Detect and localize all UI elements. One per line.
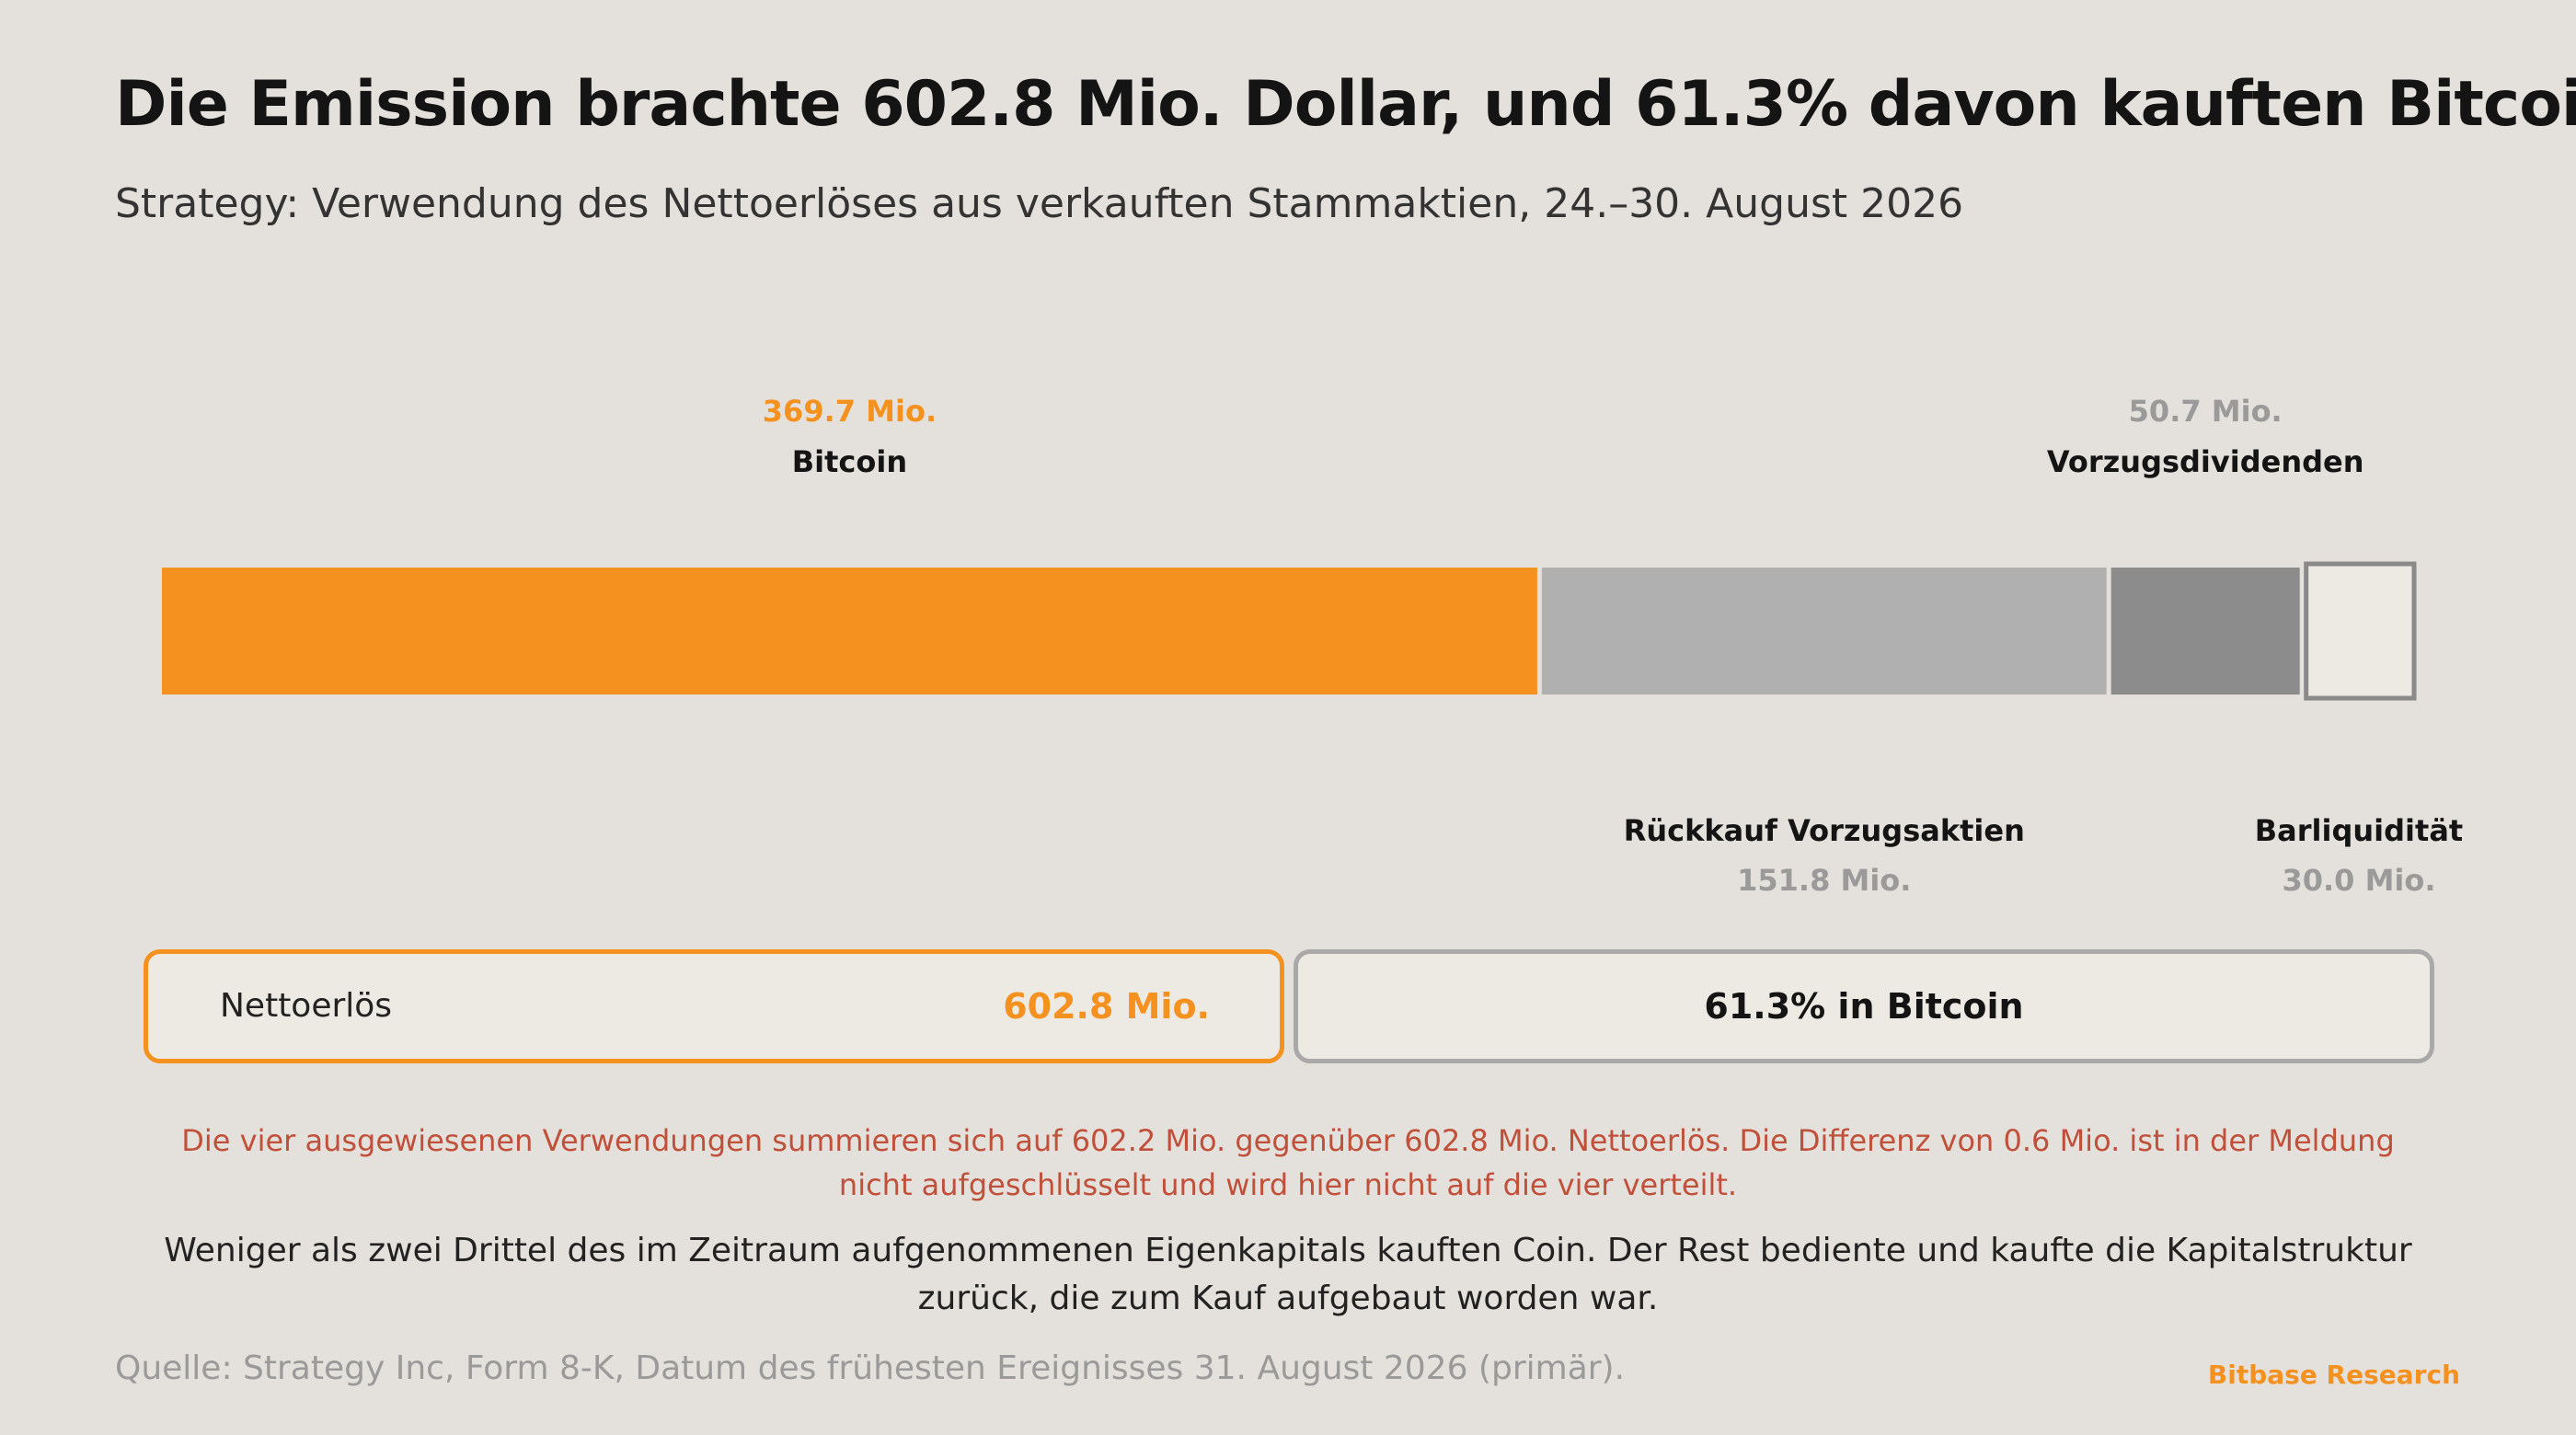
category-label-ruckkauf-vorzugsaktien: Rückkauf Vorzugsaktien: [1624, 813, 2025, 848]
net-proceeds-label: Nettoerlös: [220, 987, 393, 1025]
bitcoin-share-box: 61.3% in Bitcoin: [1294, 949, 2434, 1063]
value-label-ruckkauf-vorzugsaktien: 151.8 Mio.: [1737, 863, 1911, 898]
bar-segment-vorzugsdividenden: [2110, 568, 2300, 695]
chart-title: Die Emission brachte 602.8 Mio. Dollar, …: [115, 68, 2576, 141]
net-proceeds-box: Nettoerlös 602.8 Mio.: [144, 949, 1284, 1063]
bar-segment-ruckkauf-vorzugsaktien: [1541, 568, 2107, 695]
chart-subtitle: Strategy: Verwendung des Nettoerlöses au…: [115, 180, 1964, 227]
stacked-bar-chart: 369.7 Mio. Bitcoin Rückkauf Vorzugsaktien 1…: [162, 394, 2463, 898]
bar-segment-barliquiditat: [2304, 561, 2417, 701]
value-label-bitcoin: 369.7 Mio.: [763, 394, 937, 429]
bitcoin-share-text: 61.3% in Bitcoin: [1704, 986, 2024, 1027]
category-label-barliquiditat: Barliquidität: [2255, 813, 2463, 848]
category-label-vorzugsdividenden: Vorzugsdividenden: [2047, 444, 2364, 479]
source-note: Quelle: Strategy Inc, Form 8-K, Datum de…: [115, 1349, 1626, 1387]
bar-segment-bitcoin: [162, 568, 1537, 695]
summary-text: Weniger als zwei Drittel des im Zeitraum…: [164, 1232, 2412, 1317]
brand-label: Bitbase Research: [2207, 1360, 2460, 1390]
value-label-vorzugsdividenden: 50.7 Mio.: [2129, 394, 2283, 429]
discrepancy-note: Die vier ausgewiesenen Verwendungen summ…: [181, 1123, 2395, 1202]
category-label-bitcoin: Bitcoin: [792, 444, 907, 479]
net-proceeds-value: 602.8 Mio.: [1003, 986, 1210, 1027]
value-label-barliquiditat: 30.0 Mio.: [2282, 863, 2435, 898]
